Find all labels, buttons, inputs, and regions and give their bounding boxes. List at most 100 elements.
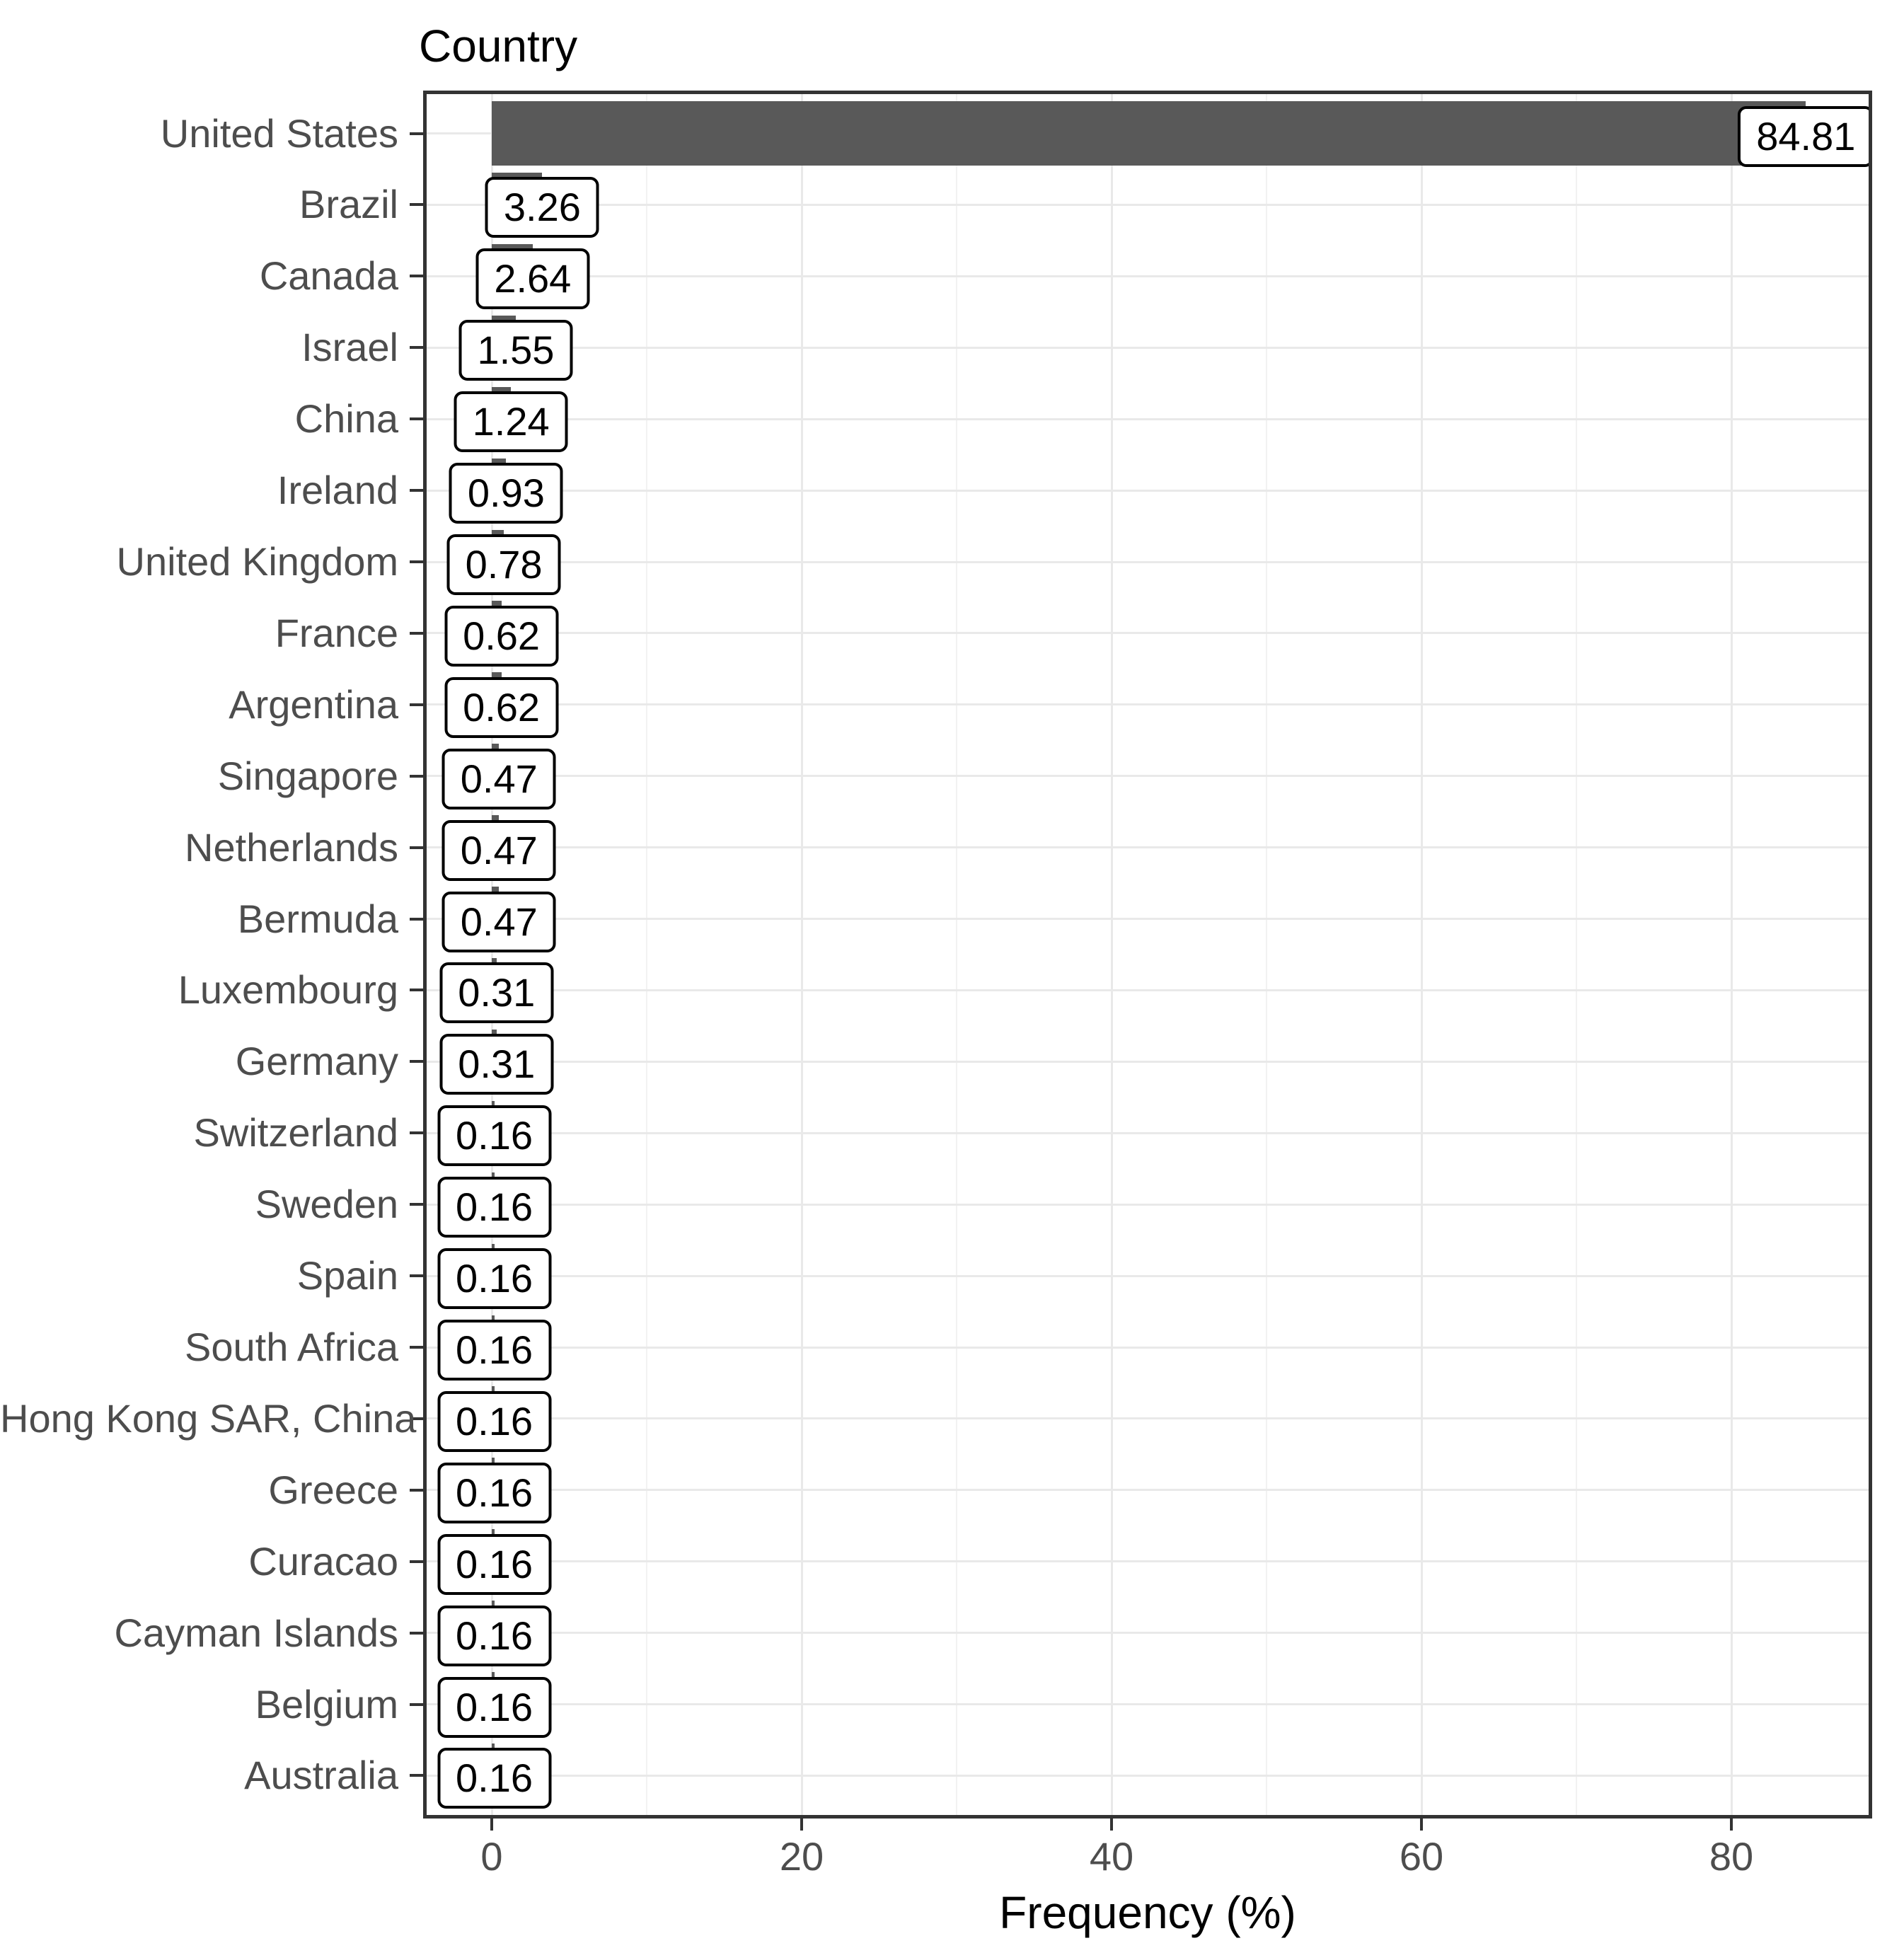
grid-major-horizontal	[423, 846, 1872, 849]
value-label: 0.16	[437, 1605, 551, 1666]
y-tick-label: Canada	[259, 253, 398, 299]
grid-major-horizontal	[423, 1346, 1872, 1349]
y-tick-label: Australia	[244, 1753, 398, 1798]
y-tick	[410, 1417, 423, 1420]
grid-minor-vertical	[1576, 91, 1577, 1819]
grid-major-horizontal	[423, 1274, 1872, 1277]
y-tick-label: Israel	[301, 325, 398, 370]
grid-major-horizontal	[423, 1060, 1872, 1063]
y-tick	[410, 1060, 423, 1064]
value-label: 0.62	[444, 605, 559, 667]
x-tick	[1730, 1819, 1733, 1831]
y-tick	[410, 1274, 423, 1278]
y-tick-label: Singapore	[217, 753, 398, 798]
value-label: 1.55	[458, 320, 573, 381]
y-tick	[410, 275, 423, 278]
y-tick-label: Sweden	[255, 1182, 398, 1227]
grid-major-horizontal	[423, 775, 1872, 778]
grid-major-horizontal	[423, 989, 1872, 991]
grid-major-horizontal	[423, 346, 1872, 349]
grid-major-horizontal	[423, 489, 1872, 492]
y-tick	[410, 132, 423, 135]
grid-major-horizontal	[423, 703, 1872, 706]
value-label: 0.62	[444, 676, 559, 738]
value-label: 0.31	[439, 1034, 554, 1095]
y-tick-label: Netherlands	[185, 824, 398, 870]
y-tick	[410, 560, 423, 563]
grid-major-vertical	[1420, 91, 1423, 1819]
y-tick	[410, 1488, 423, 1492]
grid-major-horizontal	[423, 632, 1872, 635]
grid-major-horizontal	[423, 918, 1872, 921]
y-tick	[410, 346, 423, 350]
x-tick-label: 60	[1399, 1834, 1444, 1879]
y-tick	[410, 774, 423, 778]
grid-major-horizontal	[423, 1703, 1872, 1706]
grid-major-horizontal	[423, 1131, 1872, 1134]
y-tick-label: Curacao	[248, 1538, 398, 1584]
grid-major-vertical	[1110, 91, 1113, 1819]
grid-major-horizontal	[423, 203, 1872, 206]
grid-major-horizontal	[423, 560, 1872, 563]
value-label: 0.16	[437, 1177, 551, 1238]
y-tick	[410, 703, 423, 706]
value-label: 84.81	[1738, 105, 1872, 167]
y-tick	[410, 1346, 423, 1349]
y-tick-label: Ireland	[277, 468, 398, 513]
y-tick-label: Hong Kong SAR, China	[0, 1395, 417, 1441]
y-tick-label: Switzerland	[193, 1110, 398, 1155]
value-label: 0.93	[449, 463, 563, 524]
y-tick	[410, 989, 423, 992]
y-tick-label: United States	[160, 110, 398, 156]
y-tick	[410, 1203, 423, 1206]
y-tick-label: France	[275, 610, 398, 655]
value-label: 2.64	[475, 248, 590, 310]
x-tick	[800, 1819, 803, 1831]
y-tick-label: Belgium	[255, 1681, 398, 1727]
x-axis-title: Frequency (%)	[999, 1887, 1296, 1938]
y-tick-label: China	[294, 396, 398, 442]
y-tick-label: Spain	[296, 1253, 398, 1298]
chart-title: Country	[419, 21, 578, 71]
y-tick-label: South Africa	[185, 1325, 398, 1369]
x-tick-label: 40	[1089, 1834, 1134, 1879]
x-tick	[1110, 1819, 1113, 1831]
value-label: 0.47	[442, 819, 556, 881]
y-tick-label: Cayman Islands	[114, 1610, 398, 1655]
y-tick	[410, 1560, 423, 1563]
grid-major-horizontal	[423, 1203, 1872, 1206]
x-tick-label: 20	[779, 1834, 824, 1879]
grid-major-horizontal	[423, 1417, 1872, 1420]
grid-major-vertical	[800, 91, 803, 1819]
x-tick	[1420, 1819, 1423, 1831]
x-tick-label: 80	[1709, 1834, 1754, 1879]
value-label: 0.16	[437, 1105, 551, 1167]
grid-major-vertical	[490, 91, 493, 1819]
grid-major-horizontal	[423, 1560, 1872, 1563]
y-tick	[410, 846, 423, 849]
value-label: 0.16	[437, 1248, 551, 1310]
value-label: 0.16	[437, 1676, 551, 1738]
y-tick	[410, 631, 423, 635]
value-label: 0.78	[446, 534, 561, 595]
y-tick	[410, 1631, 423, 1635]
value-label: 0.16	[437, 1748, 551, 1809]
grid-major-horizontal	[423, 417, 1872, 420]
y-tick	[410, 1702, 423, 1706]
plot-panel: 84.81 3.26 2.64 1.55 1.24 0.93 0.78 0.62 0.62 0.4…	[423, 91, 1872, 1819]
y-tick	[410, 489, 423, 492]
x-tick	[490, 1819, 493, 1831]
grid-minor-vertical	[646, 91, 647, 1819]
value-label: 0.16	[437, 1320, 551, 1381]
value-label: 0.47	[442, 748, 556, 809]
y-tick-label: Bermuda	[237, 896, 398, 941]
y-tick	[410, 1774, 423, 1777]
y-tick-label: Argentina	[229, 681, 398, 727]
y-tick	[410, 1131, 423, 1135]
grid-major-vertical	[1730, 91, 1733, 1819]
y-tick	[410, 917, 423, 921]
grid-minor-vertical	[956, 91, 957, 1819]
value-label: 0.31	[439, 962, 554, 1024]
y-tick	[410, 203, 423, 207]
grid-major-horizontal	[423, 1774, 1872, 1777]
